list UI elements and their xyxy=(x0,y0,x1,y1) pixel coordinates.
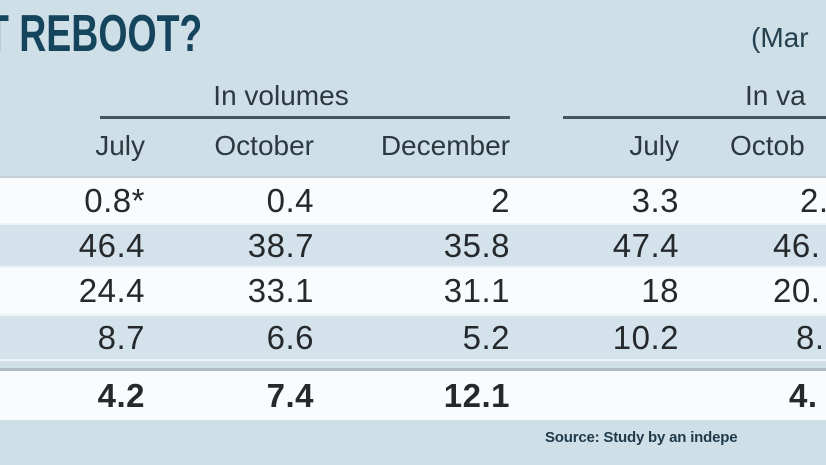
row-stripe xyxy=(0,314,826,361)
row-stripe xyxy=(0,223,826,268)
table-cell: 20. xyxy=(773,272,821,309)
table-cell: 5.2 xyxy=(462,318,510,356)
table-cell: 31.1 xyxy=(443,272,510,309)
table-cell: 6.6 xyxy=(266,318,314,356)
table-cell: 8.7 xyxy=(97,318,145,356)
table-cell: 24.4 xyxy=(78,272,145,309)
table-cell: 12.1 xyxy=(443,376,510,414)
table-cell: 47.4 xyxy=(612,226,679,264)
group-header-value: In va xyxy=(745,80,806,111)
table-cell: 2 xyxy=(491,181,510,219)
header-rule-left xyxy=(100,116,510,119)
table-cell: 8. xyxy=(796,318,825,356)
table-cell: 2. xyxy=(800,181,826,219)
table-cell: 4.2 xyxy=(97,376,145,414)
table-cell: 33.1 xyxy=(247,272,314,309)
column-header-val-july: July xyxy=(629,130,679,161)
table-cell: 38.7 xyxy=(247,226,314,264)
table-cell: 46.4 xyxy=(78,226,145,264)
column-header-vol-december: December xyxy=(380,130,510,161)
table-cell: 35.8 xyxy=(443,226,510,264)
total-row-divider xyxy=(0,368,826,371)
header-rule-right xyxy=(563,116,826,119)
table-cell: 46. xyxy=(773,226,821,264)
group-header-volumes: In volumes xyxy=(213,80,349,111)
row-stripe xyxy=(0,178,826,223)
table-cell: 7.4 xyxy=(266,376,314,414)
table-cell: 0.4 xyxy=(266,181,314,219)
table-top-divider xyxy=(0,176,826,178)
table-cell: 18 xyxy=(641,272,679,309)
row-stripe xyxy=(0,371,826,420)
column-header-vol-july: July xyxy=(95,130,145,161)
page-title: T REBOOT? xyxy=(0,5,203,63)
table-cell xyxy=(539,371,679,420)
table-cell: 10.2 xyxy=(612,318,679,356)
column-header-vol-october: October xyxy=(214,130,314,161)
row-stripe xyxy=(0,268,826,314)
table-cell: 0.8* xyxy=(84,181,145,219)
source-credit: Source: Study by an indepe xyxy=(545,429,738,446)
column-header-val-october: Octob xyxy=(730,130,805,161)
units-note: (Mar xyxy=(751,22,809,53)
table-cell: 4. xyxy=(789,376,818,414)
table-cell: 3.3 xyxy=(631,181,679,219)
